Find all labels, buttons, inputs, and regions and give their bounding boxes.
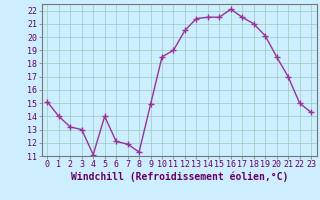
X-axis label: Windchill (Refroidissement éolien,°C): Windchill (Refroidissement éolien,°C) — [70, 172, 288, 182]
